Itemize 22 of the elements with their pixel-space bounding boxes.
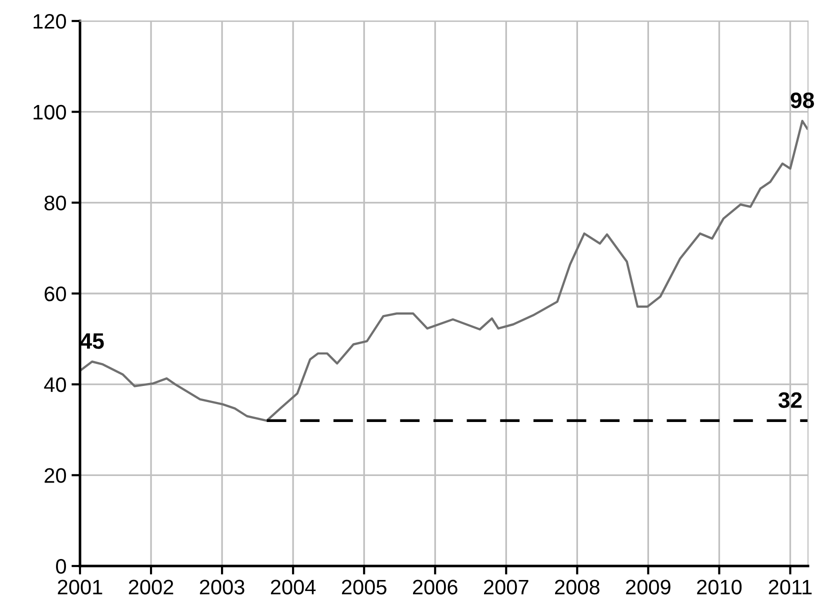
y-tick-label: 40 xyxy=(44,377,66,392)
x-tick-label: 2005 xyxy=(342,580,386,594)
annotation: 98 xyxy=(790,92,814,108)
y-tick-label: 20 xyxy=(44,468,66,483)
x-tick-label: 2001 xyxy=(58,580,102,594)
y-tick-label: 0 xyxy=(56,559,66,574)
y-tick-label: 60 xyxy=(44,286,66,302)
x-tick-label: 2010 xyxy=(697,580,742,594)
x-tick-label: 2007 xyxy=(484,580,528,594)
y-tick-label: 80 xyxy=(44,196,66,210)
y-tick-label: 100 xyxy=(34,104,66,120)
line-series xyxy=(80,120,808,422)
x-tick-label: 2003 xyxy=(200,580,244,594)
x-tick-label: 2009 xyxy=(626,580,670,594)
x-tick-label: 2011 xyxy=(768,580,812,594)
x-tick-label: 2008 xyxy=(555,580,600,594)
annotation: 32 xyxy=(778,392,802,408)
x-tick-label: 2002 xyxy=(128,580,174,594)
x-tick-label: 2004 xyxy=(270,580,316,594)
y-tick-label: 120 xyxy=(34,14,66,29)
annotation: 45 xyxy=(80,333,104,349)
x-tick-label: 2006 xyxy=(413,580,458,594)
